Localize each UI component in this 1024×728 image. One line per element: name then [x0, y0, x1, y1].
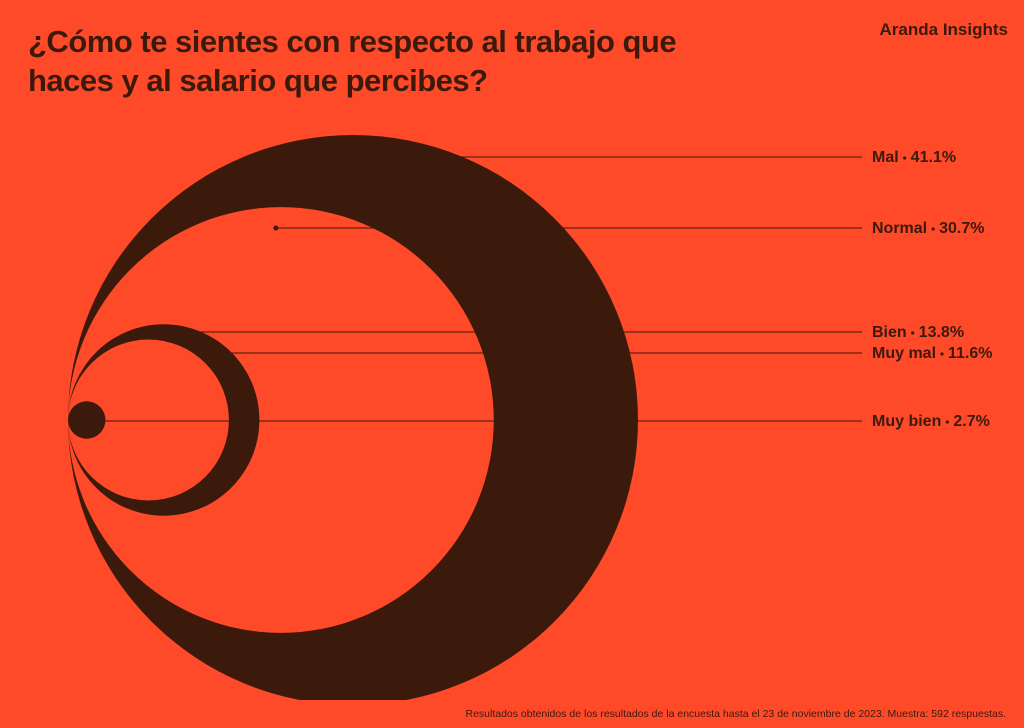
leader-dot [350, 154, 356, 160]
label-name: Mal [872, 149, 899, 166]
label-separator [940, 352, 944, 356]
label-name: Normal [872, 220, 927, 237]
value-label: 2.7% [953, 413, 989, 430]
label-name: Muy bien [872, 413, 941, 430]
value-label: 11.6% [948, 345, 992, 362]
footnote: Resultados obtenidos de los resultados d… [465, 708, 1006, 720]
label-separator [903, 156, 907, 160]
leader-dot [273, 225, 279, 231]
chart: Mal 41.1% Normal 30.7% Bien 13.8% Muy mal 11.6%… [68, 135, 993, 700]
circle [68, 339, 229, 501]
label-separator [931, 227, 935, 231]
value-label: 41.1% [911, 149, 956, 166]
circle [68, 207, 494, 633]
brand: Aranda Insights [879, 20, 1008, 39]
value-label: 13.8% [919, 324, 964, 341]
label-separator [945, 420, 949, 424]
label-name: Bien [872, 324, 907, 341]
leader-dot [209, 350, 215, 356]
leader-dot [161, 329, 167, 335]
chart-title: ¿Cómo te sientes con respecto al trabajo… [28, 24, 677, 98]
leader-dot [86, 418, 92, 424]
label-name: Muy mal [872, 345, 936, 362]
value-label: 30.7% [939, 220, 984, 237]
label-separator [911, 331, 915, 335]
